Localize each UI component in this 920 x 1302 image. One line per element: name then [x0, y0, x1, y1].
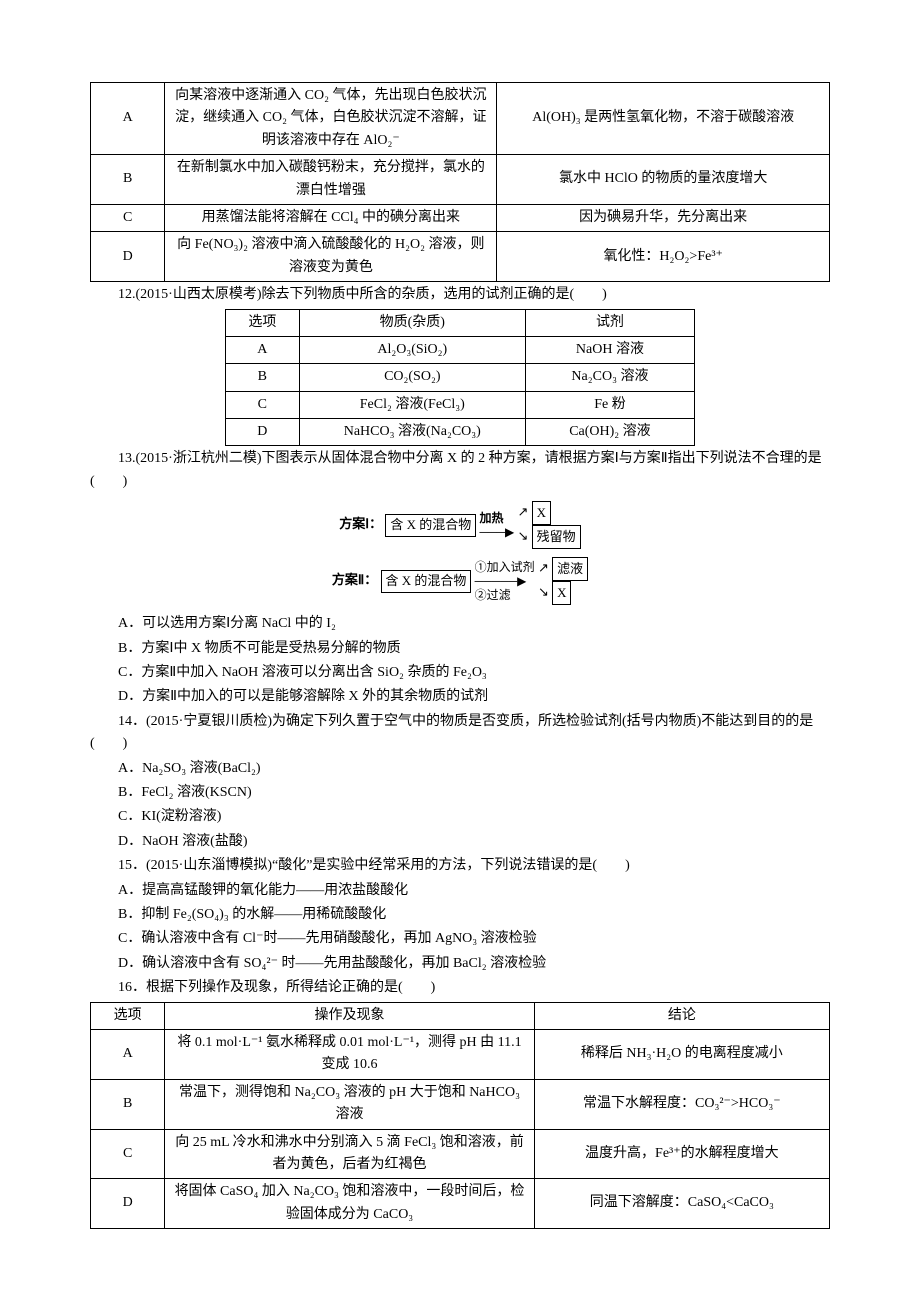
cell-label: D	[226, 419, 300, 446]
cell-label: C	[226, 391, 300, 418]
header-cell: 物质(杂质)	[299, 309, 525, 336]
cell-label: D	[91, 232, 165, 282]
q13-stem: 13.(2015·浙江杭州二模)下图表示从固体混合物中分离 X 的 2 种方案，…	[90, 448, 830, 493]
plan2-op2: ②过滤	[475, 588, 511, 602]
plan1-mixture-box: 含 X 的混合物	[385, 514, 476, 537]
q13-diagram-plan1: 方案Ⅰ： 含 X 的混合物 加热 ───▶ ↗ X ↘ 残留物	[90, 501, 830, 549]
plan1-x-box: X	[532, 501, 551, 525]
q12-stem: 12.(2015·山西太原模考)除去下列物质中所含的杂质，选用的试剂正确的是( …	[90, 284, 830, 306]
q13-option-a: A．可以选用方案Ⅰ分离 NaCl 中的 I₂	[118, 613, 830, 635]
cell-concl: 氯水中 HClO 的物质的量浓度增大	[497, 155, 830, 205]
arrow-icon: ─────▶	[475, 574, 527, 588]
cell-re: NaOH 溶液	[525, 336, 694, 363]
table-row: D 向 Fe(NO₃)₂ 溶液中滴入硫酸酸化的 H₂O₂ 溶液，则溶液变为黄色 …	[91, 232, 830, 282]
cell-mat: Al₂O₃(SiO₂)	[299, 336, 525, 363]
table-q11: A 向某溶液中逐渐通入 CO₂ 气体，先出现白色胶状沉淀，继续通入 CO₂ 气体…	[90, 82, 830, 282]
plan2-arrow: ①加入试剂 ─────▶ ②过滤	[475, 560, 535, 602]
table-row: B 常温下，测得饱和 Na₂CO₃ 溶液的 pH 大于饱和 NaHCO₃ 溶液 …	[91, 1079, 830, 1129]
plan1-label: 方案Ⅰ：	[339, 516, 382, 531]
table-q12: 选项 物质(杂质) 试剂 A Al₂O₃(SiO₂) NaOH 溶液 B CO₂…	[225, 309, 695, 447]
q13-option-c: C．方案Ⅱ中加入 NaOH 溶液可以分离出含 SiO₂ 杂质的 Fe₂O₃	[118, 662, 830, 684]
table-header-row: 选项 物质(杂质) 试剂	[226, 309, 695, 336]
cell-label: A	[226, 336, 300, 363]
q13-option-d: D．方案Ⅱ中加入的可以是能够溶解除 X 外的其余物质的试剂	[118, 686, 830, 708]
q15-option-d: D．确认溶液中含有 SO₄²⁻ 时——先用盐酸酸化，再加 BaCl₂ 溶液检验	[118, 953, 830, 975]
cell-label: B	[226, 364, 300, 391]
cell-concl: 氧化性：H₂O₂>Fe³⁺	[497, 232, 830, 282]
cell-concl: 常温下水解程度：CO₃²⁻>HCO₃⁻	[534, 1079, 829, 1129]
plan1-residue-box: 残留物	[532, 525, 581, 549]
plan2-mixture-box: 含 X 的混合物	[381, 570, 472, 593]
cell-concl: Al(OH)₃ 是两性氢氧化物，不溶于碳酸溶液	[497, 83, 830, 155]
cell-re: Ca(OH)₂ 溶液	[525, 419, 694, 446]
header-cell: 试剂	[525, 309, 694, 336]
q15-stem: 15．(2015·山东淄博模拟)“酸化”是实验中经常采用的方法，下列说法错误的是…	[90, 855, 830, 877]
table-row: A Al₂O₃(SiO₂) NaOH 溶液	[226, 336, 695, 363]
q15-option-b: B．抑制 Fe₂(SO₄)₃ 的水解——用稀硫酸酸化	[118, 904, 830, 926]
q14-option-b: B．FeCl₂ 溶液(KSCN)	[118, 782, 830, 804]
table-row: A 将 0.1 mol·L⁻¹ 氨水稀释成 0.01 mol·L⁻¹，测得 pH…	[91, 1029, 830, 1079]
header-cell: 选项	[91, 1002, 165, 1029]
cell-concl: 稀释后 NH₃·H₂O 的电离程度减小	[534, 1029, 829, 1079]
q13-option-b: B．方案Ⅰ中 X 物质不可能是受热易分解的物质	[118, 638, 830, 660]
table-row: D NaHCO₃ 溶液(Na₂CO₃) Ca(OH)₂ 溶液	[226, 419, 695, 446]
cell-mat: CO₂(SO₂)	[299, 364, 525, 391]
q14-stem: 14．(2015·宁夏银川质检)为确定下列久置于空气中的物质是否变质，所选检验试…	[90, 711, 830, 756]
cell-mat: NaHCO₃ 溶液(Na₂CO₃)	[299, 419, 525, 446]
q14-option-d: D．NaOH 溶液(盐酸)	[118, 831, 830, 853]
cell-label: B	[91, 1079, 165, 1129]
cell-op: 向某溶液中逐渐通入 CO₂ 气体，先出现白色胶状沉淀，继续通入 CO₂ 气体，白…	[165, 83, 497, 155]
cell-op: 用蒸馏法能将溶解在 CCl₄ 中的碘分离出来	[165, 204, 497, 231]
cell-op: 向 Fe(NO₃)₂ 溶液中滴入硫酸酸化的 H₂O₂ 溶液，则溶液变为黄色	[165, 232, 497, 282]
cell-op: 将 0.1 mol·L⁻¹ 氨水稀释成 0.01 mol·L⁻¹，测得 pH 由…	[165, 1029, 534, 1079]
table-row: C 用蒸馏法能将溶解在 CCl₄ 中的碘分离出来 因为碘易升华，先分离出来	[91, 204, 830, 231]
arrow-icon: ───▶	[480, 525, 515, 539]
cell-op: 向 25 mL 冷水和沸水中分别滴入 5 滴 FeCl₃ 饱和溶液，前者为黄色，…	[165, 1129, 534, 1179]
header-cell: 操作及现象	[165, 1002, 534, 1029]
table-row: D 将固体 CaSO₄ 加入 Na₂CO₃ 饱和溶液中，一段时间后，检验固体成分…	[91, 1179, 830, 1229]
plan2-x-box: X	[552, 581, 571, 605]
plan2-label: 方案Ⅱ：	[332, 572, 377, 587]
cell-label: A	[91, 83, 165, 155]
q14-option-a: A．Na₂SO₃ 溶液(BaCl₂)	[118, 758, 830, 780]
table-row: C 向 25 mL 冷水和沸水中分别滴入 5 滴 FeCl₃ 饱和溶液，前者为黄…	[91, 1129, 830, 1179]
cell-label: C	[91, 1129, 165, 1179]
table-row: B CO₂(SO₂) Na₂CO₃ 溶液	[226, 364, 695, 391]
table-header-row: 选项 操作及现象 结论	[91, 1002, 830, 1029]
header-cell: 结论	[534, 1002, 829, 1029]
cell-op: 在新制氯水中加入碳酸钙粉末，充分搅拌，氯水的漂白性增强	[165, 155, 497, 205]
cell-label: A	[91, 1029, 165, 1079]
plan2-op1: ①加入试剂	[475, 560, 535, 574]
table-row: C FeCl₂ 溶液(FeCl₃) Fe 粉	[226, 391, 695, 418]
cell-concl: 温度升高，Fe³⁺的水解程度增大	[534, 1129, 829, 1179]
cell-op: 常温下，测得饱和 Na₂CO₃ 溶液的 pH 大于饱和 NaHCO₃ 溶液	[165, 1079, 534, 1129]
header-cell: 选项	[226, 309, 300, 336]
q13-diagram-plan2: 方案Ⅱ： 含 X 的混合物 ①加入试剂 ─────▶ ②过滤 ↗ 滤液 ↘ X	[90, 557, 830, 605]
cell-label: D	[91, 1179, 165, 1229]
cell-concl: 因为碘易升华，先分离出来	[497, 204, 830, 231]
plan1-outputs: ↗ X ↘ 残留物	[518, 501, 581, 549]
cell-re: Na₂CO₃ 溶液	[525, 364, 694, 391]
plan2-filtrate-box: 滤液	[552, 557, 588, 581]
table-row: B 在新制氯水中加入碳酸钙粉末，充分搅拌，氯水的漂白性增强 氯水中 HClO 的…	[91, 155, 830, 205]
plan1-op: 加热	[480, 511, 504, 525]
table-q16: 选项 操作及现象 结论 A 将 0.1 mol·L⁻¹ 氨水稀释成 0.01 m…	[90, 1002, 830, 1230]
q16-stem: 16．根据下列操作及现象，所得结论正确的是( )	[90, 977, 830, 999]
plan2-outputs: ↗ 滤液 ↘ X	[538, 557, 588, 605]
q15-option-c: C．确认溶液中含有 Cl⁻时——先用硝酸酸化，再加 AgNO₃ 溶液检验	[118, 928, 830, 950]
plan1-arrow: 加热 ───▶	[480, 511, 515, 539]
cell-mat: FeCl₂ 溶液(FeCl₃)	[299, 391, 525, 418]
q15-option-a: A．提高高锰酸钾的氧化能力——用浓盐酸酸化	[118, 880, 830, 902]
cell-re: Fe 粉	[525, 391, 694, 418]
cell-label: C	[91, 204, 165, 231]
cell-concl: 同温下溶解度：CaSO₄<CaCO₃	[534, 1179, 829, 1229]
cell-label: B	[91, 155, 165, 205]
table-row: A 向某溶液中逐渐通入 CO₂ 气体，先出现白色胶状沉淀，继续通入 CO₂ 气体…	[91, 83, 830, 155]
q14-option-c: C．KI(淀粉溶液)	[118, 806, 830, 828]
cell-op: 将固体 CaSO₄ 加入 Na₂CO₃ 饱和溶液中，一段时间后，检验固体成分为 …	[165, 1179, 534, 1229]
